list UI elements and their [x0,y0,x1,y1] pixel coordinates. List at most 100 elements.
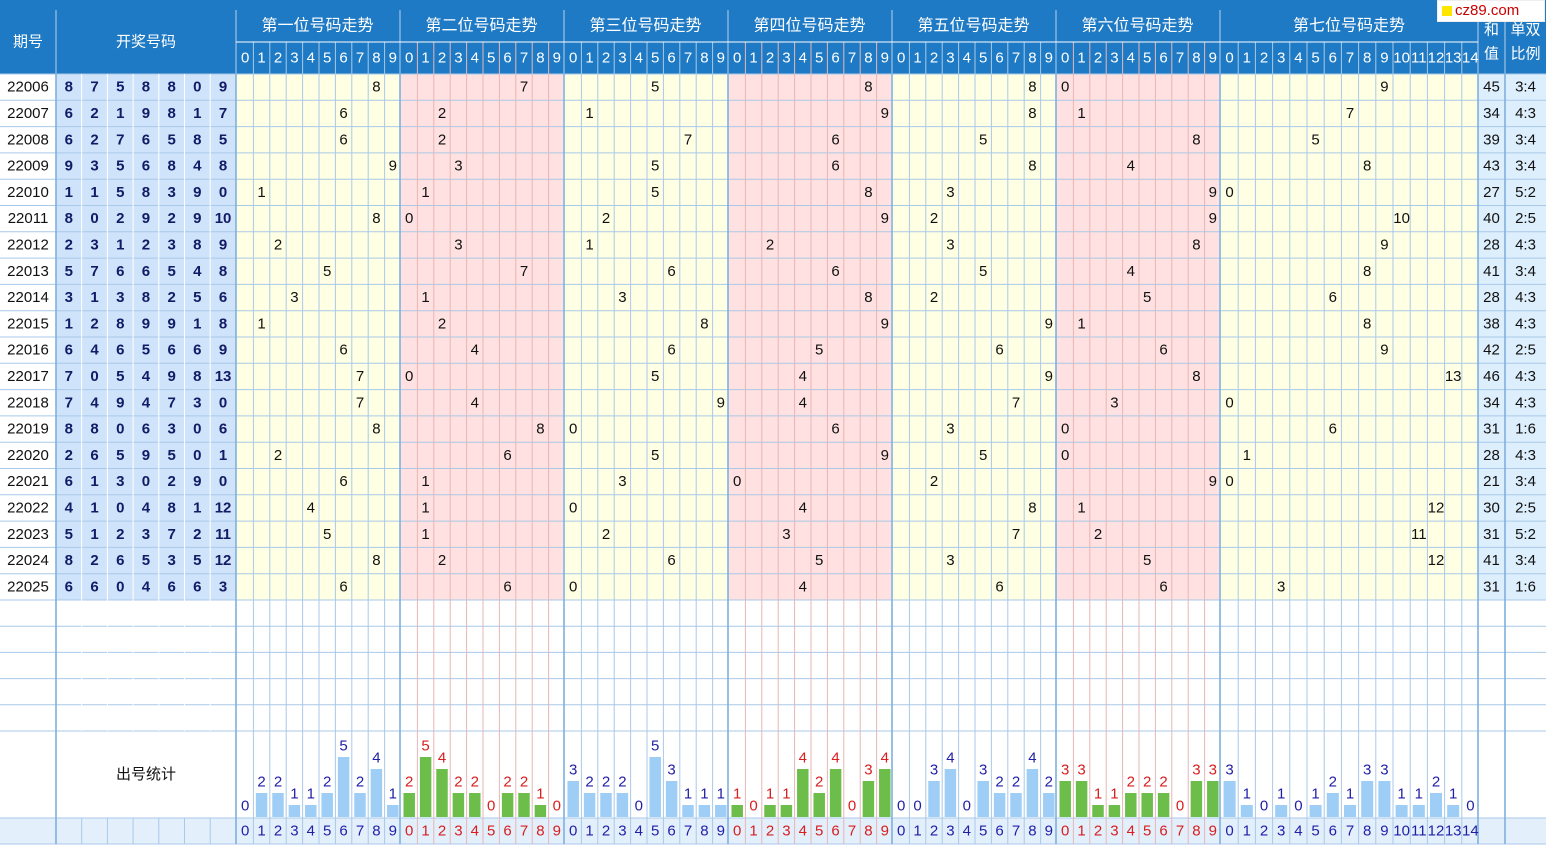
digit-header-label: 11 [1411,50,1427,67]
draw-digit: 0 [90,368,98,385]
trend-mark: 4 [799,578,807,595]
footer-digit-label: 8 [372,823,380,840]
draw-digit: 6 [90,578,98,595]
draw-digit: 3 [167,236,175,253]
digit-header-label: 9 [1209,50,1217,67]
draw-digit: 7 [65,394,73,411]
digit-header-label: 5 [323,50,331,67]
footer-digit-label: 3 [454,823,462,840]
stat-count: 1 [1243,786,1251,803]
trend-mark: 0 [1061,447,1069,464]
draw-digit: 6 [65,105,73,122]
draw-digit: 0 [193,421,201,438]
footer-digit-label: 0 [1061,823,1069,840]
draw-digit: 2 [167,473,175,490]
footer-digit-label: 5 [979,823,987,840]
stat-bar [370,769,383,817]
draw-digit: 2 [167,289,175,306]
trend-mark: 0 [733,473,741,490]
digit-header-label: 4 [635,50,643,67]
draw-digit: 8 [65,421,73,438]
ratio-value: 4:3 [1515,368,1536,385]
stat-count: 0 [487,798,495,815]
stat-bar [1059,781,1071,817]
draw-digit: 6 [193,342,201,359]
stat-bar [518,793,530,817]
draw-digit: 6 [142,263,150,280]
stat-bar [288,805,301,817]
trend-mark: 0 [569,578,577,595]
trend-mark: 6 [831,158,839,175]
draw-digit: 6 [193,578,201,595]
stat-count: 2 [356,774,364,791]
ratio-value: 3:4 [1515,79,1536,96]
draw-digit: 9 [193,473,201,490]
ratio-value: 4:3 [1515,105,1536,122]
digit-header-label: 9 [389,50,397,67]
issue-number: 22018 [7,394,49,411]
stat-bar [665,781,678,817]
stat-bar [715,805,727,817]
digit-header-label: 5 [1311,50,1319,67]
stat-bar [1240,805,1253,817]
stat-count: 1 [782,786,790,803]
sum-value: 31 [1483,421,1500,438]
draw-digit: 5 [167,447,175,464]
stat-count: 2 [405,774,413,791]
draw-digit: 9 [193,184,201,201]
stat-count: 2 [1012,774,1020,791]
draw-digit: 6 [65,342,73,359]
ratio-value: 3:4 [1515,263,1536,280]
digit-header-label: 4 [963,50,971,67]
footer-digit-label: 4 [471,823,479,840]
stat-count: 0 [1176,798,1184,815]
stat-count: 0 [1260,798,1268,815]
footer-digit-label: 9 [717,823,725,840]
stat-count: 1 [717,786,725,803]
sum-value: 31 [1483,526,1500,543]
footer-digit-label: 2 [930,823,938,840]
draw-digit: 9 [219,236,227,253]
issue-number: 22016 [7,342,49,359]
draw-digit: 5 [116,447,124,464]
stat-bar [1075,781,1088,817]
stat-count: 2 [471,774,479,791]
draw-digit: 4 [193,263,202,280]
draw-digit: 8 [116,315,124,332]
draw-digit: 8 [142,289,150,306]
draw-digit: 9 [167,368,175,385]
trend-mark: 8 [1363,315,1371,332]
sum-value: 34 [1483,394,1500,411]
stat-count: 1 [1110,786,1118,803]
digit-header-label: 9 [717,50,725,67]
sum-value: 28 [1483,447,1500,464]
digit-header-label: 3 [454,50,462,67]
footer-digit-label: 5 [1311,823,1319,840]
draw-digit: 2 [116,526,124,543]
digit-header-label: 3 [1110,50,1118,67]
trend-mark: 6 [667,552,675,569]
trend-mark: 1 [1077,315,1085,332]
digit-header-label: 2 [602,50,610,67]
draw-digit: 8 [193,236,201,253]
stat-bar [813,793,825,817]
sum-value: 31 [1483,578,1500,595]
draw-digit: 1 [90,473,98,490]
stat-count: 3 [1363,762,1371,779]
digit-header-label: 3 [1277,50,1285,67]
digit-header-label: 7 [356,50,364,67]
group-header: 第一位号码走势 [261,17,373,35]
trend-mark: 4 [1127,158,1135,175]
ratio-value: 5:2 [1515,526,1536,543]
digit-header-label: 4 [307,50,315,67]
trend-mark: 5 [651,447,659,464]
draw-digit: 1 [219,447,227,464]
digit-header-label: 4 [799,50,807,67]
stat-count: 4 [372,750,380,767]
stat-count: 1 [536,786,544,803]
trend-mark: 6 [1329,421,1337,438]
stat-bar [1223,781,1236,817]
trend-mark: 6 [503,447,511,464]
ratio-header: 单双 [1510,22,1540,39]
group-header: 第四位号码走势 [753,17,865,35]
